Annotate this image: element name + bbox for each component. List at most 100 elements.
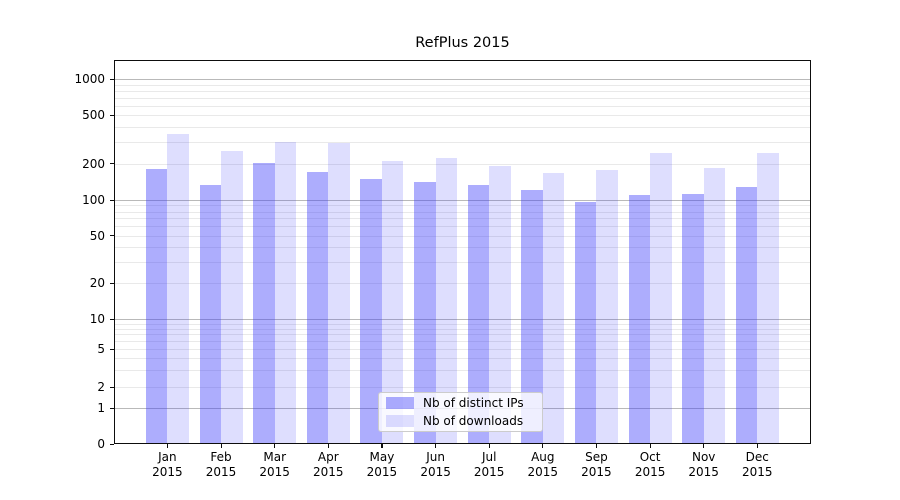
x-tick [220, 444, 222, 448]
major-gridline [115, 200, 810, 201]
legend: Nb of distinct IPs Nb of downloads [378, 392, 543, 432]
x-tick-label: Apr 2015 [313, 450, 344, 479]
major-gridline [115, 79, 810, 80]
bar-downloads [757, 152, 779, 444]
x-tick [703, 444, 705, 448]
minor-gridline [115, 218, 810, 220]
bar-distinct-ips [253, 163, 275, 444]
bar-downloads [328, 143, 350, 444]
minor-gridline [115, 262, 810, 264]
minor-gridline [115, 142, 810, 144]
bar-distinct-ips [467, 185, 490, 444]
bar-distinct-ips [521, 190, 543, 444]
minor-gridline [115, 328, 810, 330]
x-tick-label: Feb 2015 [205, 450, 237, 479]
x-tick [649, 444, 651, 448]
y-tick [110, 78, 114, 80]
minor-gridline [115, 90, 810, 92]
y-tick-label: 20 [89, 276, 105, 291]
x-tick-label: Jul 2015 [473, 450, 505, 479]
x-tick [166, 444, 169, 448]
minor-gridline [115, 323, 810, 325]
bar-downloads [596, 170, 618, 444]
y-tick [110, 282, 114, 284]
bar-distinct-ips [199, 184, 221, 444]
y-tick-label: 500 [82, 108, 105, 123]
x-tick [488, 444, 490, 448]
minor-gridline [115, 334, 810, 336]
minor-gridline [115, 387, 810, 388]
y-tick-label: 0 [97, 437, 105, 451]
x-tick-label: Oct 2015 [634, 450, 666, 479]
minor-gridline [115, 205, 810, 207]
y-tick [110, 407, 114, 409]
y-tick [110, 114, 114, 117]
legend-swatch-distinct-ips [386, 397, 414, 410]
legend-swatch-downloads [386, 414, 414, 427]
major-gridline [115, 319, 810, 320]
bar-downloads [703, 168, 726, 444]
minor-gridline [115, 226, 810, 228]
y-tick-label: 1000 [74, 72, 105, 86]
x-tick [435, 444, 437, 448]
minor-gridline [115, 97, 810, 99]
x-tick [542, 444, 544, 448]
bar-downloads [435, 158, 458, 444]
minor-gridline [115, 163, 810, 165]
y-tick [110, 163, 114, 165]
y-tick-label: 50 [89, 228, 105, 243]
bar-downloads [542, 172, 565, 444]
bar-downloads [381, 161, 404, 444]
x-tick-label: Mar 2015 [259, 450, 290, 479]
bar-distinct-ips [574, 202, 597, 444]
bar-downloads [167, 133, 189, 444]
bar-distinct-ips [628, 194, 651, 444]
minor-gridline [115, 84, 810, 86]
legend-entry-downloads: Nb of downloads [386, 414, 535, 429]
bar-distinct-ips [682, 194, 704, 444]
y-tick-label: 10 [89, 312, 105, 326]
minor-gridline [115, 127, 810, 129]
x-tick-label: Jun 2015 [420, 450, 451, 479]
x-tick-label: May 2015 [366, 450, 398, 479]
minor-gridline [115, 247, 810, 249]
bar-distinct-ips [145, 169, 168, 444]
bar-distinct-ips [306, 172, 329, 444]
x-tick-label: Sep 2015 [581, 450, 612, 479]
minor-gridline [115, 211, 810, 213]
y-tick-label: 100 [82, 193, 105, 207]
x-tick-label: Dec 2015 [742, 450, 773, 479]
x-tick-label: Jan 2015 [152, 450, 183, 479]
minor-gridline [115, 115, 810, 117]
bar-downloads [274, 142, 297, 444]
x-tick [274, 444, 276, 448]
minor-gridline [115, 283, 810, 285]
legend-label-distinct-ips: Nb of distinct IPs [423, 396, 524, 411]
x-tick [381, 444, 383, 448]
minor-gridline [115, 341, 810, 343]
bar-downloads [221, 150, 243, 444]
x-tick-label: Aug 2015 [527, 450, 559, 479]
bar-downloads [650, 152, 672, 444]
bar-distinct-ips [735, 186, 758, 444]
y-tick [110, 318, 114, 320]
y-tick-label: 2 [97, 380, 105, 394]
minor-gridline [115, 370, 810, 372]
chart-title: RefPlus 2015 [415, 35, 510, 51]
legend-label-downloads: Nb of downloads [423, 413, 524, 428]
y-tick-label: 200 [82, 156, 105, 171]
minor-gridline [115, 358, 810, 360]
x-tick [756, 444, 758, 448]
x-tick [327, 444, 329, 448]
x-tick [595, 444, 598, 448]
bar-distinct-ips [414, 181, 436, 444]
y-tick-label: 1 [97, 401, 105, 415]
bar-distinct-ips [360, 179, 382, 444]
bar-downloads [489, 166, 511, 444]
y-tick [110, 348, 114, 350]
x-tick-label: Nov 2015 [688, 450, 719, 479]
minor-gridline [115, 235, 810, 237]
minor-gridline [115, 105, 810, 107]
legend-entry-distinct-ips: Nb of distinct IPs [386, 396, 535, 411]
